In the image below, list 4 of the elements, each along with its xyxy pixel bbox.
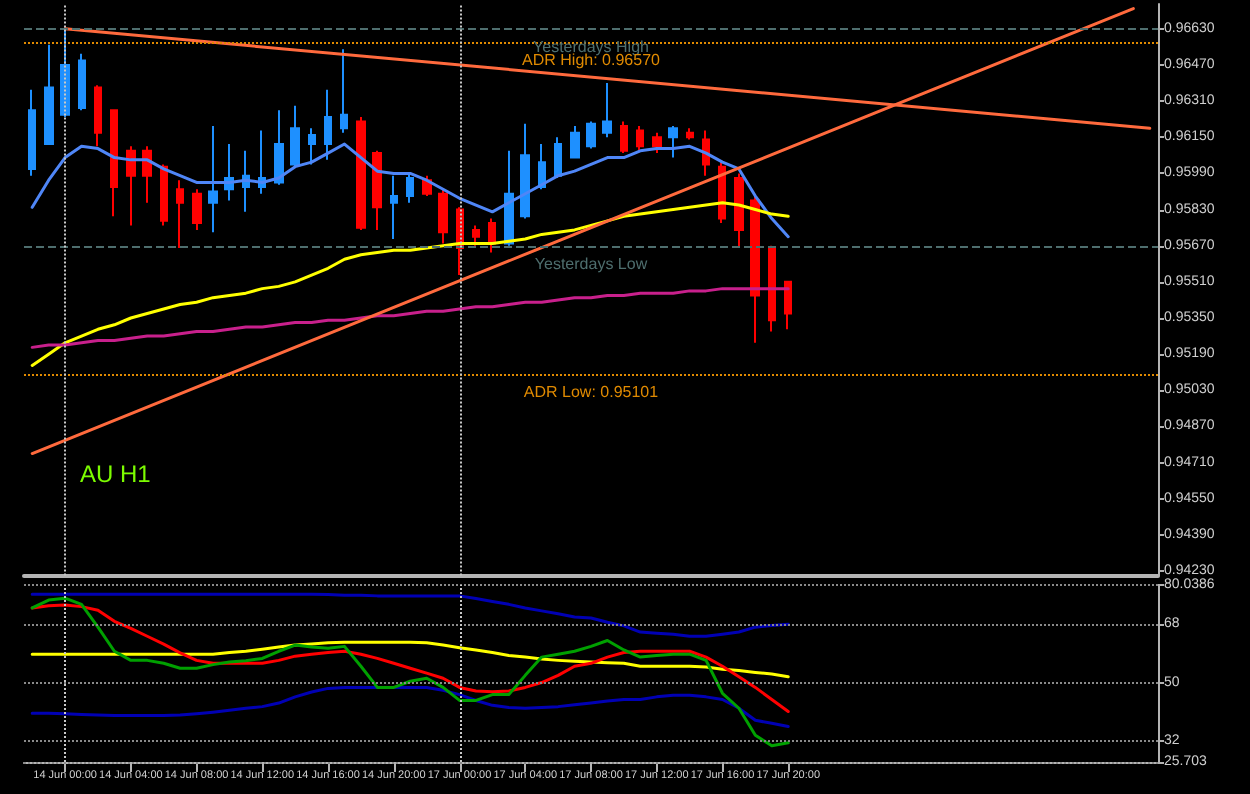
ref-line-label: Yesterdays High bbox=[533, 37, 649, 56]
ref-line-label: Yesterdays Low bbox=[534, 254, 648, 273]
ref-line-label: ADR Low: 0.95101 bbox=[523, 383, 660, 402]
annotation: AU H1 bbox=[80, 460, 152, 489]
